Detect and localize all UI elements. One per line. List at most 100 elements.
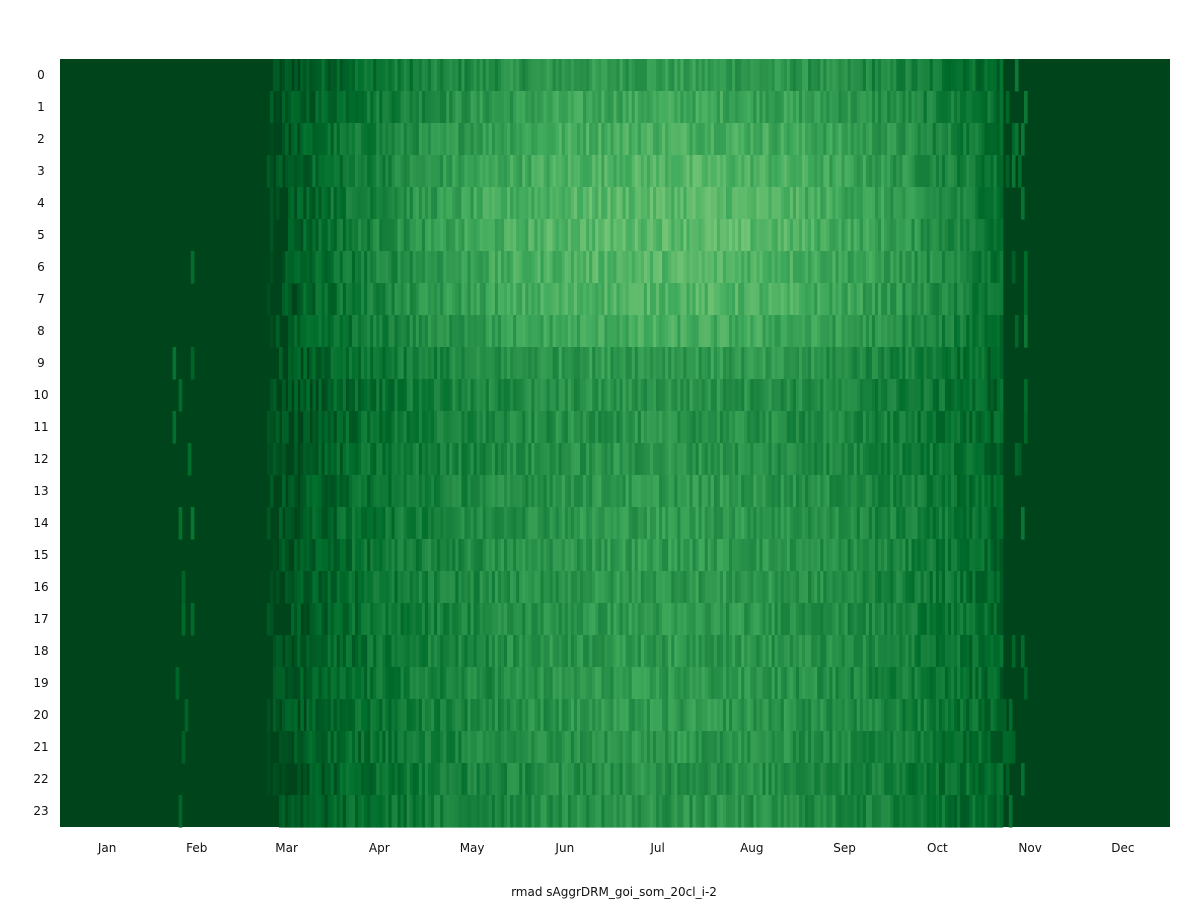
heatmap-cell bbox=[692, 283, 697, 316]
heatmap-cell bbox=[534, 603, 539, 636]
heatmap-cell bbox=[978, 635, 983, 668]
heatmap-cell bbox=[729, 283, 733, 316]
heatmap-cell bbox=[668, 539, 672, 572]
heatmap-cell bbox=[522, 603, 526, 636]
heatmap-cell bbox=[558, 539, 563, 572]
heatmap-cell bbox=[586, 411, 590, 444]
heatmap-cell bbox=[713, 635, 718, 668]
heatmap-cell bbox=[516, 443, 520, 476]
heatmap-cell bbox=[339, 603, 344, 636]
heatmap-cell bbox=[926, 91, 931, 124]
heatmap-cell bbox=[519, 603, 523, 636]
heatmap-cell bbox=[403, 155, 408, 188]
heatmap-cell bbox=[397, 571, 402, 604]
heatmap-cell bbox=[929, 187, 934, 220]
heatmap-cell bbox=[756, 379, 761, 412]
heatmap-cell bbox=[704, 411, 709, 444]
heatmap-cell bbox=[668, 667, 672, 700]
heatmap-cell bbox=[1020, 123, 1025, 156]
heatmap-cell bbox=[348, 187, 353, 220]
heatmap-cell bbox=[683, 219, 688, 252]
heatmap-cell bbox=[452, 59, 456, 92]
heatmap-cell bbox=[908, 507, 913, 540]
heatmap-cell bbox=[713, 219, 718, 252]
heatmap-cell bbox=[528, 667, 532, 700]
heatmap-cell bbox=[941, 59, 946, 92]
heatmap-cell bbox=[783, 443, 788, 476]
heatmap-cell bbox=[862, 699, 867, 732]
heatmap-cell bbox=[388, 507, 393, 540]
heatmap-cell bbox=[525, 315, 529, 348]
heatmap-cell bbox=[278, 507, 283, 540]
heatmap-cell bbox=[732, 155, 736, 188]
heatmap-cell bbox=[911, 187, 916, 220]
heatmap-cell bbox=[424, 59, 429, 92]
heatmap-cell bbox=[914, 603, 919, 636]
heatmap-cell bbox=[488, 507, 493, 540]
heatmap-cell bbox=[890, 315, 894, 348]
heatmap-cell bbox=[440, 59, 444, 92]
heatmap-cell bbox=[440, 667, 444, 700]
heatmap-cell bbox=[649, 283, 654, 316]
heatmap-cell bbox=[893, 507, 897, 540]
heatmap-cell bbox=[762, 187, 767, 220]
heatmap-cell bbox=[455, 603, 459, 636]
heatmap-cell bbox=[555, 475, 560, 508]
heatmap-cell bbox=[437, 475, 441, 508]
heatmap-cell bbox=[449, 571, 453, 604]
heatmap-cell bbox=[589, 699, 593, 732]
heatmap-cell bbox=[564, 315, 569, 348]
heatmap-cell bbox=[665, 571, 669, 604]
heatmap-cell bbox=[975, 507, 980, 540]
heatmap-cell bbox=[339, 155, 344, 188]
heatmap-cell bbox=[789, 315, 794, 348]
heatmap-cell bbox=[598, 475, 602, 508]
heatmap-cell bbox=[592, 411, 596, 444]
heatmap-cell bbox=[862, 603, 867, 636]
heatmap-cell bbox=[841, 667, 846, 700]
heatmap-cell bbox=[844, 667, 849, 700]
heatmap-cell bbox=[844, 635, 849, 668]
heatmap-cell bbox=[382, 667, 386, 700]
heatmap-cell bbox=[488, 411, 493, 444]
heatmap-cell bbox=[619, 539, 624, 572]
heatmap-cell bbox=[452, 91, 456, 124]
heatmap-cell bbox=[963, 187, 967, 220]
heatmap-cell bbox=[665, 507, 669, 540]
heatmap-cell bbox=[911, 507, 916, 540]
heatmap-cell bbox=[452, 251, 456, 284]
heatmap-cell bbox=[458, 411, 463, 444]
heatmap-cell bbox=[567, 571, 572, 604]
heatmap-cell bbox=[957, 379, 961, 412]
heatmap-cell bbox=[920, 315, 925, 348]
heatmap-cell bbox=[424, 443, 429, 476]
heatmap-cell bbox=[394, 379, 399, 412]
heatmap-cell bbox=[686, 379, 691, 412]
heatmap-cell bbox=[351, 187, 356, 220]
heatmap-cell bbox=[522, 571, 526, 604]
heatmap-cell bbox=[957, 59, 961, 92]
heatmap-cell bbox=[780, 507, 785, 540]
heatmap-cell bbox=[394, 91, 399, 124]
heatmap-cell bbox=[665, 443, 669, 476]
heatmap-cell bbox=[808, 667, 812, 700]
heatmap-cell bbox=[327, 507, 332, 540]
heatmap-cell bbox=[458, 315, 463, 348]
heatmap-cell bbox=[777, 123, 782, 156]
heatmap-cell bbox=[555, 507, 560, 540]
heatmap-cell bbox=[841, 603, 846, 636]
heatmap-cell bbox=[686, 59, 691, 92]
heatmap-cell bbox=[172, 347, 177, 380]
heatmap-cell bbox=[531, 123, 536, 156]
heatmap-cell bbox=[625, 443, 630, 476]
heatmap-cell bbox=[583, 411, 587, 444]
heatmap-cell bbox=[424, 635, 429, 668]
heatmap-cell bbox=[859, 571, 864, 604]
heatmap-cell bbox=[993, 411, 998, 444]
heatmap-cell bbox=[759, 155, 764, 188]
heatmap-cell bbox=[269, 219, 274, 252]
heatmap-cell bbox=[795, 155, 800, 188]
heatmap-cell bbox=[321, 411, 326, 444]
heatmap-cell bbox=[564, 219, 569, 252]
heatmap-cell bbox=[640, 699, 645, 732]
